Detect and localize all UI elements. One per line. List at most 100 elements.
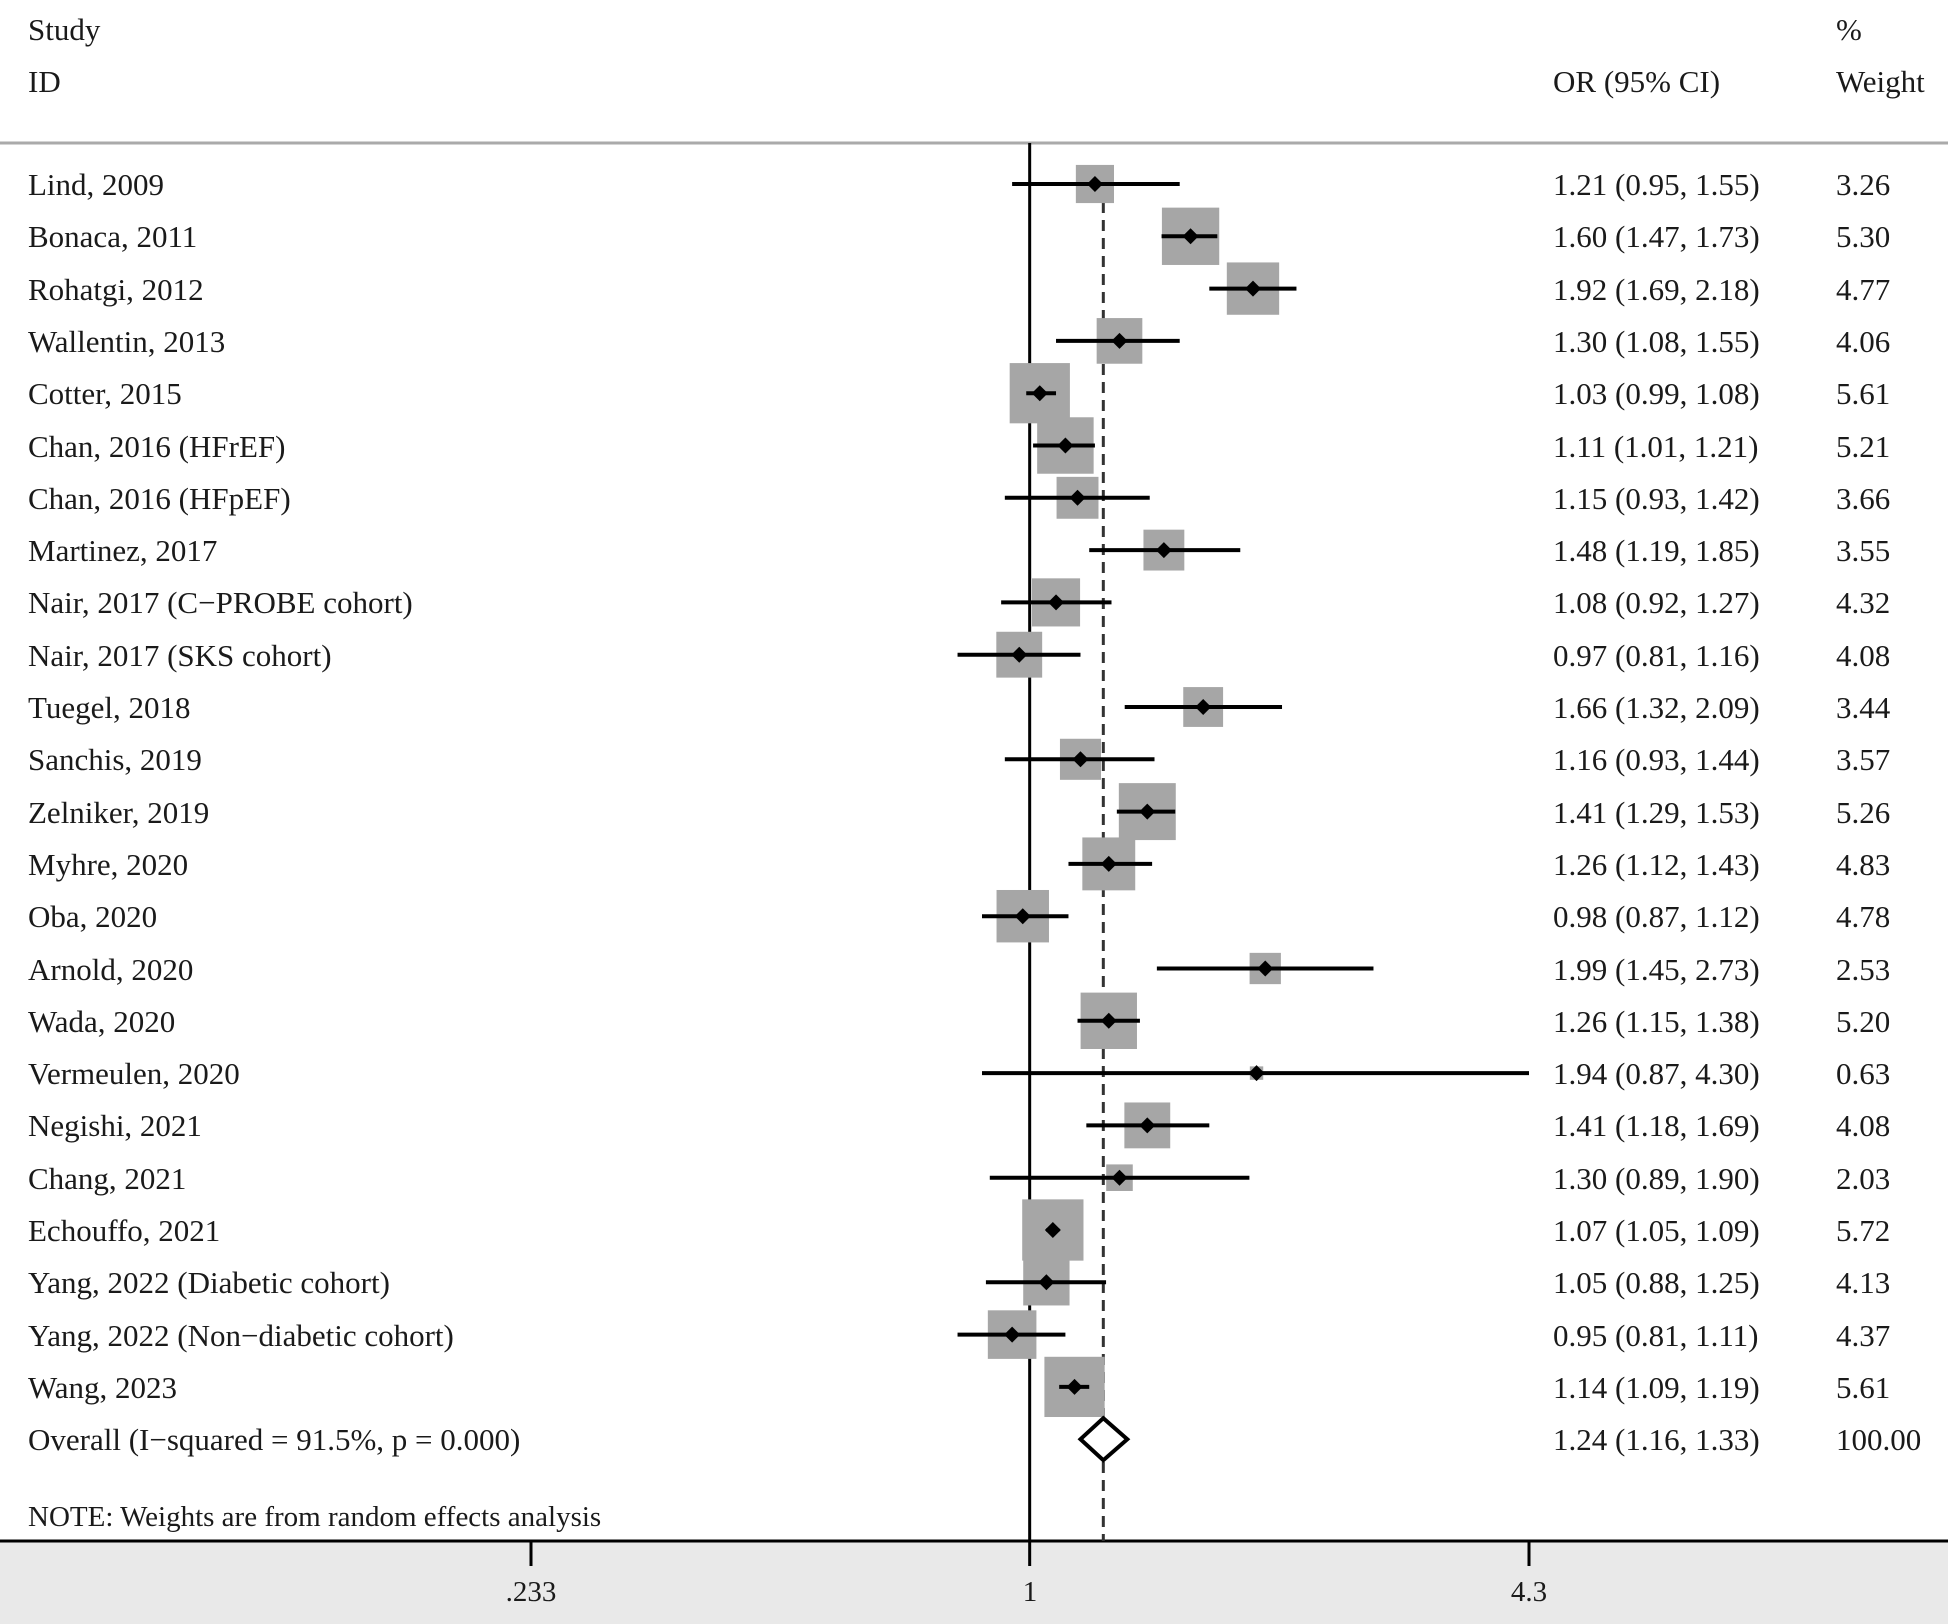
or-ci-value: 1.15 (0.93, 1.42)	[1553, 480, 1760, 516]
header-study: Study	[28, 12, 101, 47]
weight-value: 4.37	[1836, 1317, 1891, 1353]
weight-value: 5.21	[1836, 428, 1891, 464]
weight-value: 3.26	[1836, 167, 1891, 202]
study-label: Chang, 2021	[28, 1160, 187, 1196]
weight-value: 5.26	[1836, 794, 1891, 830]
point-estimate	[1072, 751, 1089, 768]
point-estimate	[1139, 803, 1156, 820]
or-ci-value: 0.95 (0.81, 1.11)	[1553, 1317, 1759, 1353]
overall-or-ci-value: 1.24 (1.16, 1.33)	[1553, 1422, 1760, 1458]
point-estimate	[1195, 699, 1212, 715]
study-label: Oba, 2020	[28, 899, 158, 935]
weight-value: 3.66	[1836, 480, 1891, 516]
or-ci-value: 1.07 (1.05, 1.09)	[1553, 1213, 1760, 1248]
study-label: Cotter, 2015	[28, 376, 182, 412]
study-label: Negishi, 2021	[28, 1108, 202, 1144]
study-label: Chan, 2016 (HFpEF)	[28, 480, 291, 516]
point-estimate	[1014, 908, 1031, 925]
weight-value: 2.53	[1836, 951, 1891, 987]
or-ci-value: 1.48 (1.19, 1.85)	[1553, 533, 1760, 569]
weight-value: 4.83	[1836, 846, 1891, 882]
study-label: Nair, 2017 (C−PROBE cohort)	[28, 585, 413, 621]
point-estimate	[1048, 594, 1065, 611]
study-label: Zelniker, 2019	[28, 794, 210, 830]
study-label: Tuegel, 2018	[28, 690, 191, 725]
point-estimate	[1069, 489, 1086, 506]
weight-value: 4.77	[1836, 271, 1891, 307]
weight-value: 3.57	[1836, 742, 1891, 778]
study-label: Wada, 2020	[28, 1003, 176, 1039]
point-estimate	[1248, 1065, 1265, 1082]
study-label: Arnold, 2020	[28, 951, 194, 987]
point-estimate	[1086, 176, 1103, 192]
study-label: Lind, 2009	[28, 167, 165, 202]
header-id: ID	[28, 64, 61, 99]
weights-note: NOTE: Weights are from random effects an…	[28, 1501, 602, 1533]
study-label: Vermeulen, 2020	[28, 1056, 240, 1092]
study-label: Wallentin, 2013	[28, 323, 226, 359]
study-label: Yang, 2022 (Non−diabetic cohort)	[28, 1317, 454, 1353]
overall-label: Overall (I−squared = 91.5%, p = 0.000)	[28, 1422, 521, 1458]
axis-band	[0, 1541, 1948, 1624]
weight-value: 5.72	[1836, 1213, 1891, 1248]
or-ci-value: 1.66 (1.32, 2.09)	[1553, 690, 1760, 725]
or-ci-value: 1.16 (0.93, 1.44)	[1553, 742, 1760, 778]
point-estimate	[1066, 1378, 1083, 1395]
x-tick-label: 4.3	[1510, 1576, 1548, 1608]
weight-value: 5.30	[1836, 219, 1891, 255]
x-tick-label: 1	[1022, 1576, 1038, 1608]
point-estimate	[1057, 437, 1074, 454]
or-ci-value: 1.99 (1.45, 2.73)	[1553, 951, 1760, 987]
or-ci-value: 1.41 (1.18, 1.69)	[1553, 1108, 1760, 1144]
point-estimate	[1031, 385, 1048, 402]
study-label: Rohatgi, 2012	[28, 271, 204, 307]
overall-diamond	[1077, 1415, 1131, 1463]
weight-value: 5.61	[1836, 376, 1891, 412]
study-label: Martinez, 2017	[28, 533, 218, 569]
or-ci-value: 0.98 (0.87, 1.12)	[1553, 899, 1760, 935]
header-weight: Weight	[1836, 64, 1925, 99]
point-estimate	[1011, 646, 1028, 663]
header-percent: %	[1836, 12, 1862, 47]
study-label: Sanchis, 2019	[28, 742, 202, 778]
weight-value: 4.06	[1836, 323, 1891, 359]
point-estimate	[1004, 1326, 1021, 1343]
x-tick-label: .233	[505, 1576, 557, 1608]
weight-value: 3.44	[1836, 690, 1891, 725]
or-ci-value: 1.94 (0.87, 4.30)	[1553, 1056, 1760, 1092]
weight-value: 4.13	[1836, 1265, 1891, 1301]
or-ci-value: 1.21 (0.95, 1.55)	[1553, 167, 1760, 202]
or-ci-value: 1.30 (0.89, 1.90)	[1553, 1160, 1760, 1196]
or-ci-value: 1.11 (1.01, 1.21)	[1553, 428, 1759, 464]
point-estimate	[1100, 1012, 1117, 1029]
or-ci-value: 1.03 (0.99, 1.08)	[1553, 376, 1760, 412]
study-label: Bonaca, 2011	[28, 219, 198, 255]
point-estimate	[1182, 228, 1199, 245]
study-label: Nair, 2017 (SKS cohort)	[28, 637, 332, 673]
weight-value: 2.03	[1836, 1160, 1891, 1196]
weight-value: 4.08	[1836, 637, 1891, 673]
point-estimate	[1111, 1169, 1128, 1186]
or-ci-value: 1.08 (0.92, 1.27)	[1553, 585, 1760, 621]
weight-value: 3.55	[1836, 533, 1891, 569]
point-estimate	[1038, 1274, 1055, 1291]
point-estimate	[1155, 542, 1172, 559]
weight-value: 4.78	[1836, 899, 1891, 935]
point-estimate	[1257, 960, 1274, 977]
study-label: Yang, 2022 (Diabetic cohort)	[28, 1265, 390, 1301]
study-label: Wang, 2023	[28, 1369, 178, 1405]
study-label: Echouffo, 2021	[28, 1213, 221, 1248]
weight-value: 5.20	[1836, 1003, 1891, 1039]
point-estimate	[1100, 855, 1117, 872]
or-ci-value: 1.30 (1.08, 1.55)	[1553, 323, 1760, 359]
weight-value: 4.08	[1836, 1108, 1891, 1144]
point-estimate	[1111, 332, 1128, 349]
or-ci-value: 1.14 (1.09, 1.19)	[1553, 1369, 1760, 1405]
point-estimate	[1044, 1222, 1061, 1238]
study-label: Myhre, 2020	[28, 846, 189, 882]
or-ci-value: 1.05 (0.88, 1.25)	[1553, 1265, 1760, 1301]
overall-weight-value: 100.00	[1836, 1422, 1922, 1458]
point-estimate	[1139, 1117, 1156, 1134]
or-ci-value: 1.60 (1.47, 1.73)	[1553, 219, 1760, 255]
